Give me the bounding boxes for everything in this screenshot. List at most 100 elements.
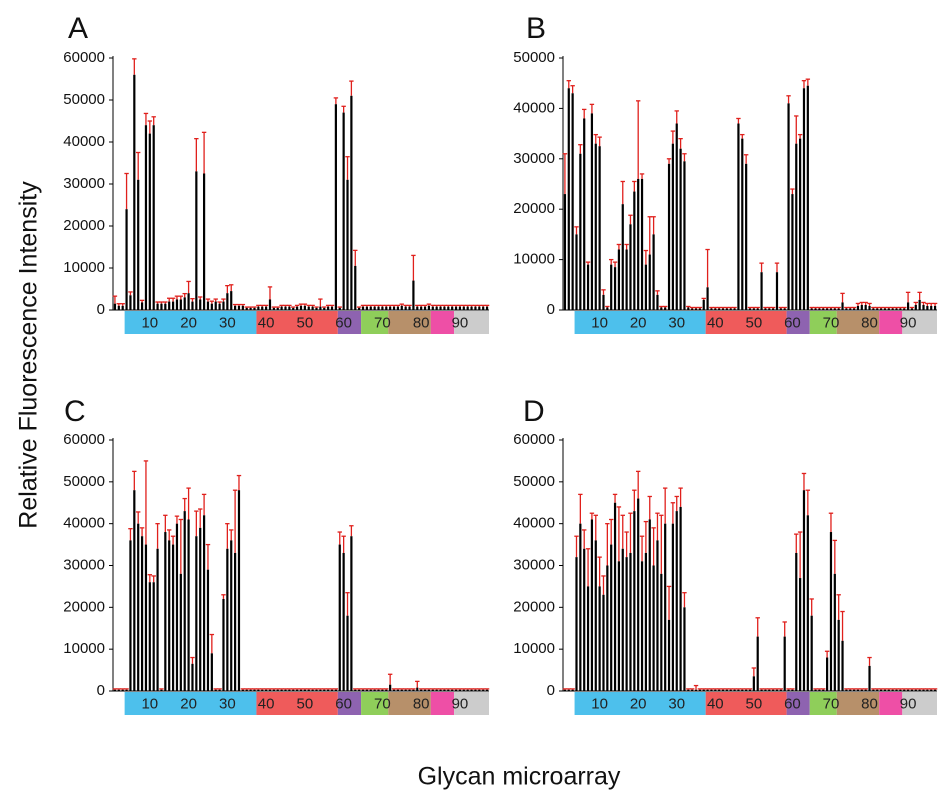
bar: [412, 280, 415, 310]
bar: [629, 552, 632, 691]
bar: [683, 607, 686, 691]
bar: [799, 138, 802, 310]
bar: [579, 523, 582, 691]
y-tick-label: 10000: [513, 640, 555, 657]
x-tick-label: 50: [297, 695, 314, 712]
bar: [447, 306, 450, 310]
bar: [772, 689, 775, 691]
bar: [125, 689, 128, 691]
bar: [280, 306, 283, 310]
bar: [621, 204, 624, 310]
bar: [447, 689, 450, 691]
bar: [802, 490, 806, 691]
bar: [385, 689, 388, 691]
bar: [853, 308, 856, 310]
bar: [443, 689, 446, 691]
bar: [860, 689, 863, 691]
bar: [296, 689, 299, 691]
bar: [210, 303, 213, 310]
category-segment: [836, 692, 880, 715]
category-segment: [705, 692, 787, 715]
bar: [474, 689, 477, 691]
bar: [191, 663, 194, 691]
bar: [400, 305, 403, 310]
y-tick-label: 0: [547, 301, 555, 318]
y-tick-label: 30000: [513, 150, 555, 167]
x-tick-label: 90: [900, 695, 917, 712]
bar: [168, 540, 171, 691]
bar: [454, 689, 458, 691]
bar: [342, 552, 345, 691]
bar: [910, 308, 914, 310]
x-tick-label: 10: [591, 314, 608, 331]
bar: [361, 306, 365, 310]
bar: [265, 689, 268, 691]
bar: [381, 689, 384, 691]
bar: [245, 307, 248, 310]
bar: [883, 308, 887, 310]
y-tick-label: 40000: [513, 99, 555, 116]
bar: [621, 548, 624, 691]
bar: [829, 532, 833, 691]
bar: [202, 173, 206, 310]
bar: [187, 293, 190, 310]
bar: [876, 308, 879, 310]
bar: [199, 527, 202, 691]
bar: [358, 689, 361, 691]
bar: [354, 265, 357, 310]
bar: [408, 306, 411, 310]
x-tick-label: 50: [746, 695, 763, 712]
y-tick-label: 50000: [513, 473, 555, 490]
bar: [864, 304, 867, 310]
category-segment: [388, 692, 431, 715]
bar: [856, 689, 860, 691]
bar: [926, 689, 929, 691]
bar: [373, 689, 376, 691]
category-segment: [388, 311, 431, 334]
bar: [206, 569, 210, 691]
bar: [718, 689, 721, 691]
bar: [868, 665, 871, 691]
bar: [226, 548, 229, 691]
bar: [381, 306, 384, 310]
panel-c: C 0 10000 20000 30000 40000 50000 60000 10 20 30 40…: [63, 395, 490, 715]
bar: [918, 689, 921, 691]
panel-label: A: [68, 12, 88, 45]
bar: [113, 689, 117, 691]
bar: [575, 557, 578, 691]
bar: [164, 532, 167, 691]
bar: [613, 502, 617, 691]
bar: [327, 689, 330, 691]
bar: [218, 303, 221, 310]
bar: [729, 308, 732, 310]
category-segment: [124, 692, 257, 715]
bar: [156, 548, 159, 691]
bar: [729, 689, 732, 691]
x-tick-label: 60: [784, 695, 801, 712]
panel-a: A 0 10000 20000 30000 40000 50000 60000 10 20 30 40…: [63, 12, 490, 334]
bar: [883, 689, 887, 691]
bar: [133, 74, 136, 310]
bar: [752, 308, 755, 310]
bar: [416, 306, 419, 310]
bar: [330, 689, 334, 691]
bar: [187, 519, 190, 691]
bar: [466, 689, 469, 691]
bar: [234, 552, 237, 691]
bar: [338, 544, 341, 691]
bar: [284, 689, 287, 691]
x-tick-label: 40: [258, 314, 275, 331]
bar: [315, 689, 318, 691]
bar: [687, 689, 690, 691]
bar: [868, 305, 871, 310]
bar: [818, 689, 821, 691]
bar: [872, 308, 875, 310]
bar: [633, 511, 636, 691]
bar: [737, 689, 740, 691]
category-segment: [786, 311, 810, 334]
category-segment: [902, 311, 937, 334]
bar: [760, 272, 763, 310]
x-tick-label: 60: [335, 314, 352, 331]
category-segment: [809, 311, 837, 334]
bar: [779, 689, 782, 691]
